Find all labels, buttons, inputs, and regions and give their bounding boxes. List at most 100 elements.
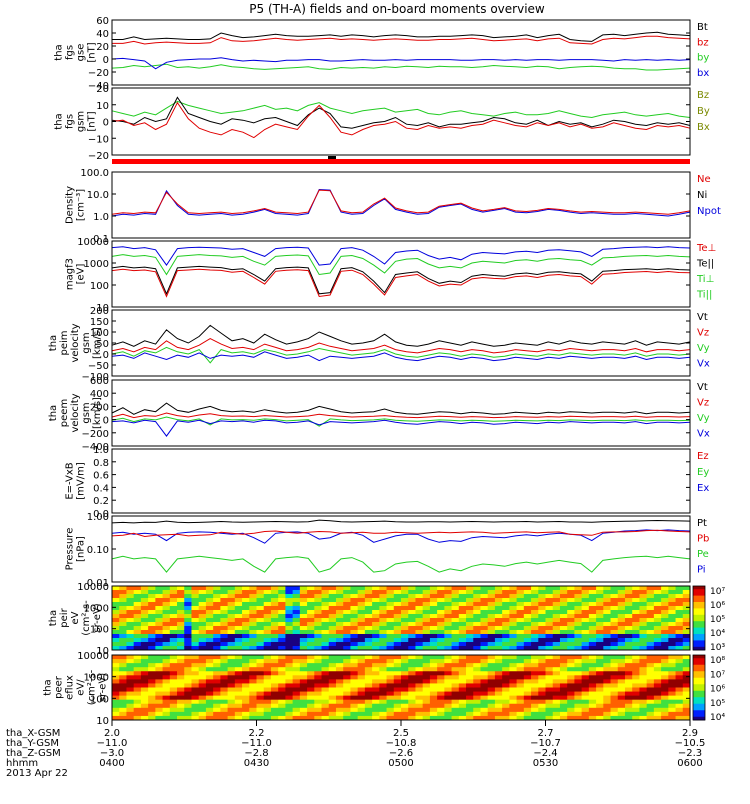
spectrogram-cell [646,715,655,721]
spectrogram-cell [603,626,612,631]
spectrogram-cell [205,683,214,688]
spectrogram-cell [177,602,185,607]
spectrogram-cell [422,703,431,709]
spectrogram-cell [451,630,460,635]
spectrogram-cell [328,610,337,615]
spectrogram-cell [357,703,366,709]
spectrogram-cell [177,703,185,709]
spectrogram-cell [646,590,655,595]
spectrogram-cell [451,646,460,651]
spectrogram-cell [473,711,481,717]
spectrogram-cell [473,687,481,693]
spectrogram-cell [364,618,373,623]
spectrogram-cell [285,594,294,599]
spectrogram-cell [451,622,460,627]
spectrogram-cell [126,663,135,668]
spectrogram-cell [292,659,301,664]
spectrogram-cell [682,614,691,619]
spectrogram-cell [242,699,250,705]
spectrogram-cell [603,586,612,591]
spectrogram-cell [299,634,308,639]
spectrogram-cell [603,715,612,721]
spectrogram-cell [256,594,265,599]
spectrogram-cell [263,699,272,705]
spectrogram-cell [574,598,583,603]
spectrogram-cell [538,695,546,701]
spectrogram-cell [256,715,265,721]
x-tick-label: −10.5 [675,738,706,749]
spectrogram-cell [661,622,669,627]
spectrogram-cell [466,659,474,664]
spectrogram-cell [234,675,243,680]
spectrogram-cell [408,671,416,676]
spectrogram-cell [422,675,431,680]
spectrogram-cell [357,622,366,627]
spectrogram-cell [653,610,662,615]
spectrogram-cell [531,711,539,717]
spectrogram-cell [487,711,496,717]
colorbar-segment [693,614,705,619]
spectrogram-cell [162,671,171,676]
legend-pb: Pb [697,534,709,545]
spectrogram-cell [444,667,453,672]
spectrogram-cell [653,671,662,676]
spectrogram-cell [509,598,518,603]
spectrogram-cell [682,691,691,697]
spectrogram-cell [639,586,648,591]
spectrogram-cell [191,642,200,647]
spectrogram-cell [350,630,359,635]
spectrogram-cell [429,586,438,591]
y-axis-label: [eV] [76,264,87,285]
spectrogram-cell [285,659,294,664]
spectrogram-cell [661,634,669,639]
spectrogram-cell [205,626,214,631]
spectrogram-cell [343,610,351,615]
spectrogram-cell [184,711,192,717]
spectrogram-cell [458,699,467,705]
spectrogram-cell [242,711,250,717]
spectrogram-cell [328,602,337,607]
spectrogram-cell [682,699,691,705]
spectrogram-cell [531,626,539,631]
spectrogram-cell [126,683,135,688]
spectrogram-cell [632,626,640,631]
spectrogram-cell [487,675,496,680]
spectrogram-cell [408,687,416,693]
spectrogram-cell [184,667,192,672]
spectrogram-cell [523,691,532,697]
spectrogram-cell [386,663,395,668]
colorbar-tick-label: 10⁸ [710,656,725,666]
spectrogram-cell [415,626,424,631]
spectrogram-cell [408,663,416,668]
spectrogram-cell [588,610,597,615]
spectrogram-cell [422,659,431,664]
spectrogram-cell [234,691,243,697]
spectrogram-cell [675,638,684,643]
spectrogram-cell [567,707,575,713]
spectrogram-cell [516,646,525,651]
spectrogram-cell [610,626,619,631]
spectrogram-cell [596,590,604,595]
spectrogram-cell [653,715,662,721]
spectrogram-cell [531,663,539,668]
spectrogram-cell [451,691,460,697]
spectrogram-cell [263,598,272,603]
spectrogram-cell [379,711,388,717]
spectrogram-cell [466,703,474,709]
spectrogram-cell [242,606,250,611]
spectrogram-cell [335,675,344,680]
spectrogram-cell [682,586,691,591]
spectrogram-cell [408,659,416,664]
spectrogram-cell [263,618,272,623]
spectrogram-cell [169,634,178,639]
spectrogram-cell [162,699,171,705]
spectrogram-cell [603,703,612,709]
colorbar-segment [693,710,705,714]
spectrogram-cell [133,594,142,599]
spectrogram-cell [632,594,640,599]
spectrogram-cell [155,646,164,651]
spectrogram-cell [126,711,135,717]
spectrogram-cell [307,606,315,611]
spectrogram-cell [559,663,568,668]
spectrogram-cell [242,675,250,680]
